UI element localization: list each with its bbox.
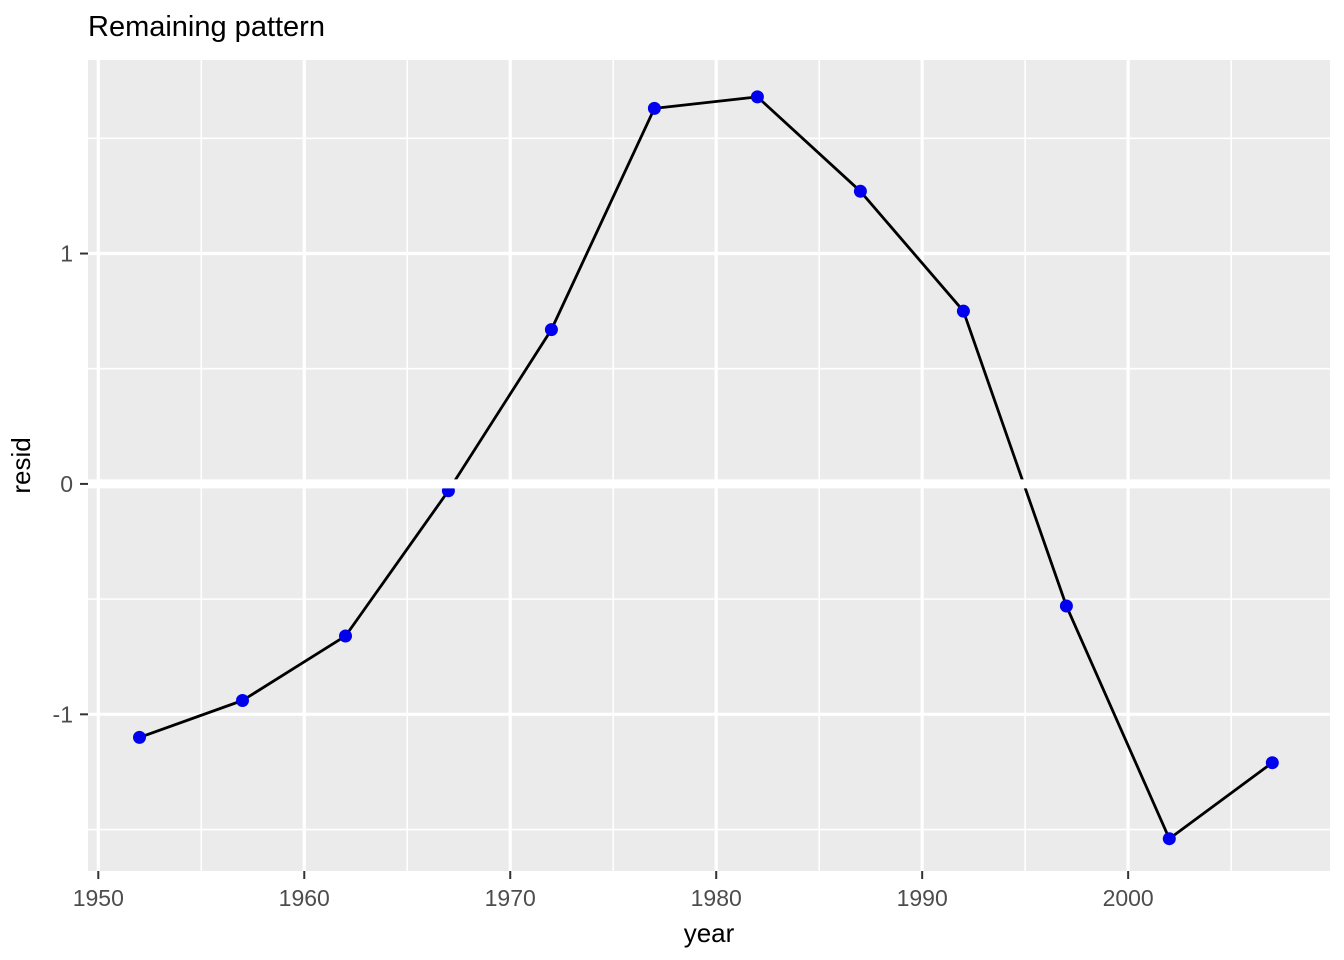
data-point [647,101,661,115]
y-tick-label: 1 [60,241,73,267]
x-tick-label: 1990 [897,885,948,911]
data-point [236,694,249,707]
data-point [544,323,558,337]
data-point [133,730,146,744]
data-point [1265,756,1279,770]
x-tick-label: 1960 [279,885,330,911]
data-point [1162,832,1176,846]
x-tick-label: 1980 [691,885,742,911]
x-tick-label: 1950 [73,885,124,911]
data-point [956,304,970,318]
chart-title: Remaining pattern [88,11,325,43]
x-tick-label: 2000 [1103,885,1154,911]
x-axis-title: year [684,918,735,948]
data-line [139,95,1274,841]
data-point [853,184,867,198]
y-tick-label: 0 [60,471,73,497]
y-axis-title: resid [6,437,36,493]
y-tick-label: -1 [53,701,73,727]
data-point [1059,599,1073,613]
data-point [750,90,764,104]
plot-panel [88,60,1330,871]
x-tick-label: 1970 [485,885,536,911]
data-point [339,629,352,643]
